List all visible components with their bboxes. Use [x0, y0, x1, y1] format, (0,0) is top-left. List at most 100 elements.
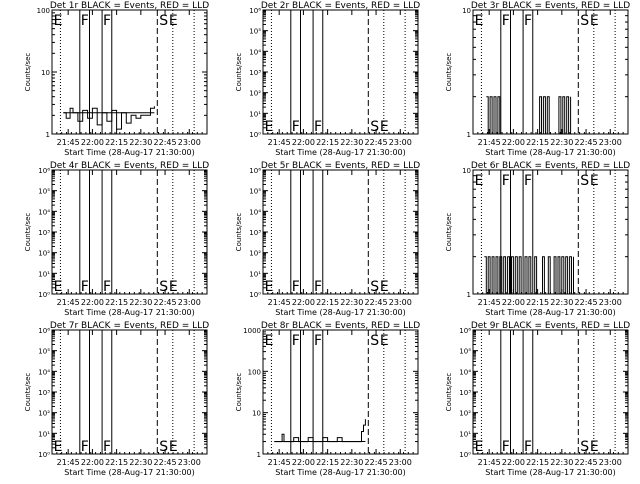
x-tick-label: 22:45	[575, 138, 598, 147]
x-tick-label: 22:00	[81, 298, 104, 307]
y-tick-label: 10²	[38, 410, 50, 418]
y-tick-label: 1	[467, 131, 471, 139]
phase-letter: F	[314, 119, 322, 135]
phase-letter: E	[590, 13, 599, 29]
phase-letter: S	[159, 13, 168, 29]
y-tick-label: 10⁵	[38, 188, 50, 196]
panel-det-4: Det 4r BLACK = Events, RED = LLD Start Ti…	[24, 161, 209, 317]
panel-title: Det 5r BLACK = Events, RED = LLD	[261, 161, 420, 171]
y-tick-label: 10⁴	[38, 368, 50, 376]
x-tick-label: 23:00	[389, 458, 412, 467]
phase-letter: E	[265, 279, 274, 295]
events-series-line	[484, 256, 574, 295]
panel-title: Det 3r BLACK = Events, RED = LLD	[471, 1, 630, 11]
phase-letter: F	[103, 279, 111, 295]
x-tick-label: 22:15	[316, 458, 339, 467]
y-tick-label: 10¹	[249, 270, 261, 278]
phase-letter: E	[380, 119, 389, 135]
x-axis-label: Start Time (28-Aug-17 21:30:00)	[485, 308, 616, 317]
panel-det-5: Det 5r BLACK = Events, RED = LLD Start Ti…	[235, 161, 420, 317]
x-tick-label: 22:30	[550, 138, 573, 147]
y-axis-label: Counts/sec	[24, 373, 32, 412]
phase-letter: E	[475, 439, 484, 455]
x-tick-label: 21:45	[478, 458, 501, 467]
x-axis-label: Start Time (28-Aug-17 21:30:00)	[275, 148, 406, 157]
panel-title: Det 4r BLACK = Events, RED = LLD	[50, 161, 209, 171]
x-axis-label: Start Time (28-Aug-17 21:30:00)	[275, 468, 406, 477]
phase-letter: E	[54, 13, 63, 29]
y-tick-label: 10²	[38, 250, 50, 258]
phase-letter: S	[370, 119, 379, 135]
phase-letter: F	[524, 13, 532, 29]
phase-letter: S	[580, 13, 589, 29]
x-tick-label: 23:00	[178, 138, 201, 147]
y-tick-label: 10⁶	[459, 327, 471, 335]
y-tick-label: 10⁰	[249, 131, 261, 139]
phase-letter: S	[370, 279, 379, 295]
y-tick-label: 10³	[38, 229, 50, 237]
x-tick-label: 22:30	[129, 458, 152, 467]
panel-det-8: Det 8r BLACK = Events, RED = LLD Start Ti…	[235, 321, 420, 477]
phase-letter: F	[103, 439, 111, 455]
x-tick-label: 22:45	[575, 298, 598, 307]
x-tick-label: 22:15	[316, 138, 339, 147]
y-tick-label: 10³	[249, 69, 261, 77]
plot-frame	[262, 9, 419, 135]
x-tick-label: 23:00	[389, 298, 412, 307]
x-tick-label: 22:45	[365, 298, 388, 307]
y-tick-label: 10⁵	[249, 188, 261, 196]
x-tick-label: 22:45	[154, 298, 177, 307]
phase-letter: E	[54, 439, 63, 455]
y-tick-label: 10²	[459, 410, 471, 418]
phase-letter: S	[370, 333, 379, 349]
y-axis-label: Counts/sec	[235, 213, 243, 252]
x-tick-label: 21:45	[478, 138, 501, 147]
x-tick-label: 23:00	[178, 458, 201, 467]
x-tick-label: 22:00	[81, 138, 104, 147]
x-tick-label: 22:45	[154, 458, 177, 467]
y-tick-label: 1000	[243, 327, 261, 335]
panel-title: Det 8r BLACK = Events, RED = LLD	[261, 321, 420, 331]
x-axis-label: Start Time (28-Aug-17 21:30:00)	[64, 148, 195, 157]
plot-frame	[51, 169, 208, 295]
y-tick-label: 10⁶	[249, 167, 261, 175]
x-tick-label: 22:00	[502, 138, 525, 147]
x-tick-label: 21:45	[478, 298, 501, 307]
x-tick-label: 23:00	[599, 298, 622, 307]
x-tick-label: 22:30	[550, 298, 573, 307]
y-tick-label: 10⁵	[249, 28, 261, 36]
phase-letter: F	[292, 119, 300, 135]
panel-title: Det 1r BLACK = Events, RED = LLD	[50, 1, 209, 11]
y-axis-label: Counts/sec	[235, 53, 243, 92]
y-tick-label: 10	[462, 167, 471, 175]
phase-letter: S	[580, 439, 589, 455]
y-tick-label: 10⁰	[459, 451, 471, 459]
y-tick-label: 1	[467, 291, 471, 299]
x-tick-label: 22:30	[340, 138, 363, 147]
y-tick-label: 100	[248, 368, 261, 376]
y-tick-label: 10³	[38, 389, 50, 397]
panel-det-6: Det 6r BLACK = Events, RED = LLD Start Ti…	[445, 161, 630, 317]
phase-letter: F	[292, 279, 300, 295]
x-tick-label: 23:00	[389, 138, 412, 147]
y-tick-label: 10⁴	[249, 208, 261, 216]
phase-letter: F	[292, 333, 300, 349]
y-axis-label: Counts/sec	[445, 213, 453, 252]
x-tick-label: 22:15	[105, 138, 128, 147]
phase-letter: F	[81, 279, 89, 295]
phase-letter: S	[159, 279, 168, 295]
phase-letter: E	[54, 279, 63, 295]
panel-det-9: Det 9r BLACK = Events, RED = LLD Start Ti…	[445, 321, 630, 477]
x-tick-label: 22:15	[526, 458, 549, 467]
phase-letter: E	[590, 173, 599, 189]
x-tick-label: 22:45	[365, 458, 388, 467]
y-tick-label: 10	[252, 410, 261, 418]
y-tick-label: 10⁰	[249, 291, 261, 299]
x-tick-label: 22:00	[292, 298, 315, 307]
x-tick-label: 23:00	[178, 298, 201, 307]
y-tick-label: 10⁴	[38, 208, 50, 216]
phase-letter: S	[159, 439, 168, 455]
events-series-line	[486, 96, 572, 135]
x-tick-label: 22:30	[340, 458, 363, 467]
